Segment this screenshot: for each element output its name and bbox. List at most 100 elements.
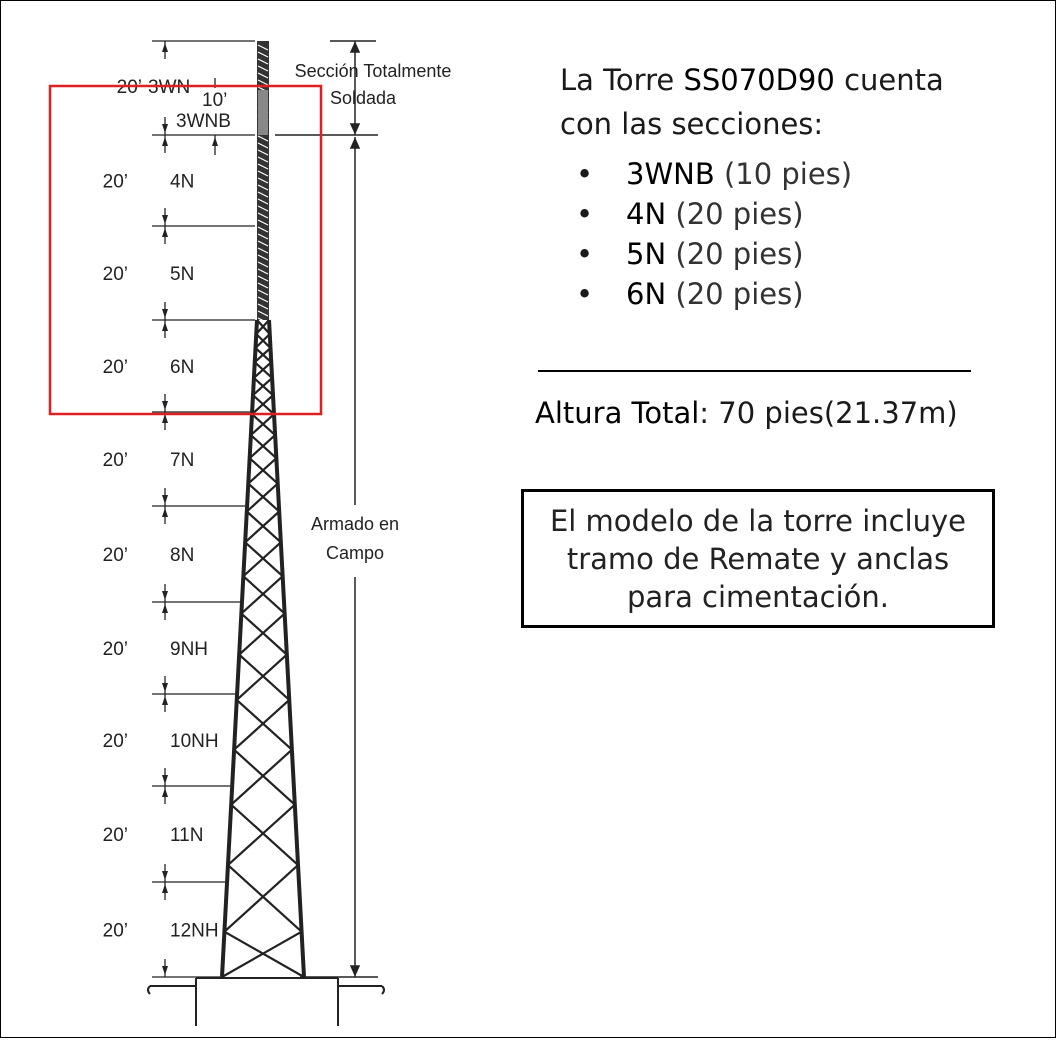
mast-lattice: [257, 303, 269, 310]
mast-lattice: [257, 58, 269, 65]
tower-brace: [255, 319, 270, 335]
note-line-2: tramo de Remate y anclas: [566, 542, 950, 576]
tower-brace: [223, 930, 305, 978]
section-name-label: 7N: [170, 450, 194, 471]
list-item: • 6N (20 pies): [520, 274, 1040, 314]
section-length: (20 pies): [675, 197, 804, 231]
mast-lattice: [257, 177, 269, 184]
total-label: Altura Total: [535, 396, 700, 430]
mast-lattice: [257, 72, 269, 79]
section-name-label: 8N: [170, 545, 194, 566]
tower-brace: [236, 653, 288, 701]
tower-brace: [227, 803, 296, 866]
mast-lattice: [257, 310, 269, 317]
mast-lattice: [257, 149, 269, 156]
mast-lattice: [257, 142, 269, 149]
mast-lattice: [257, 51, 269, 58]
note-line-3: para cimentación.: [626, 580, 890, 614]
section-length: (10 pies): [723, 157, 853, 191]
tower-brace: [238, 612, 286, 656]
tower-lattice: [220, 41, 306, 978]
mast-lattice: [257, 296, 269, 303]
tower-leg-left: [220, 319, 259, 978]
mast-lattice: [257, 163, 269, 170]
section-length-label: 20’: [103, 921, 128, 942]
mast-lattice: [257, 65, 269, 72]
bullet-icon: •: [576, 237, 594, 271]
tower-brace: [242, 541, 282, 577]
tower-brace: [252, 377, 273, 396]
tower-brace: [244, 510, 280, 544]
arrow-icon: [212, 137, 218, 146]
mast-lattice: [257, 205, 269, 212]
note-box: El modelo de la torre incluye tramo de R…: [521, 489, 995, 628]
section-dimensions: 20’ 3WN 20’ 4N 20’ 5N 20’ 6N 20’ 7N 20’ 8N 20’ 9NH 20’…: [103, 40, 255, 978]
section-name-label: 11N: [170, 825, 203, 846]
highlight-box: [48, 84, 323, 416]
bullet-icon: •: [576, 197, 594, 231]
mast-lattice: [257, 226, 269, 233]
tower-brace: [251, 394, 274, 415]
mast-lattice: [257, 191, 269, 198]
intro-line2: con las secciones:: [560, 107, 824, 141]
field-label-line2: Campo: [326, 543, 384, 563]
section-code: 4N: [626, 197, 667, 231]
section-name-label: 9NH: [170, 639, 208, 660]
section-name-label: 3WN: [148, 77, 190, 98]
foundation: [147, 977, 385, 1026]
intro-prefix: La Torre: [560, 63, 675, 97]
tower-brace: [223, 864, 299, 933]
intro-text: La Torre SS070D90 cuenta con las seccion…: [560, 58, 1040, 146]
tower-brace: [244, 541, 284, 577]
tower-brace: [230, 803, 299, 866]
list-item: • 5N (20 pies): [520, 234, 1040, 274]
mast-lattice: [257, 261, 269, 268]
section-length-label: 20’: [103, 450, 128, 471]
bullet-icon: •: [576, 157, 594, 191]
section-length-label: 20’: [103, 731, 128, 752]
mast-lattice: [257, 79, 269, 86]
mast-lattice: [257, 44, 269, 51]
section-name-label: 12NH: [170, 921, 219, 942]
section-length: (20 pies): [675, 237, 804, 271]
mast-lattice: [257, 289, 269, 296]
mast-lattice: [257, 198, 269, 205]
welded-label-line2: Soldada: [330, 88, 397, 108]
list-item: • 4N (20 pies): [520, 194, 1040, 234]
mast-lattice: [257, 275, 269, 282]
mast-lattice: [257, 254, 269, 261]
tower-brace: [253, 361, 272, 379]
mast-lattice: [257, 219, 269, 226]
section-length-label: 20’: [103, 545, 128, 566]
total-height: Altura Total: 70 pies(21.37m): [535, 396, 958, 430]
tower-brace: [254, 347, 272, 364]
section-name-label: 10NH: [170, 731, 219, 752]
bullet-icon: •: [576, 277, 594, 311]
section-length-label: 20’: [103, 357, 128, 378]
section-list: • 3WNB (10 pies) • 4N (20 pies) • 5N (20 pi…: [520, 154, 1040, 314]
field-label-line1: Armado en: [311, 514, 399, 534]
section-name-label: 6N: [170, 357, 194, 378]
tower-brace: [247, 457, 278, 485]
tower-brace: [242, 575, 286, 615]
section-length-label: 20’: [117, 77, 142, 98]
mast-lattice: [257, 268, 269, 275]
tower-brace: [233, 748, 296, 806]
section-name-label: 4N: [170, 172, 194, 193]
tower-brace: [233, 699, 290, 751]
section-code: 3WNB: [626, 157, 715, 191]
tower-brace: [246, 482, 279, 513]
field-label-bg: [296, 505, 416, 577]
top-piece-name: 3WNB: [176, 111, 231, 132]
note-line-1: El modelo de la torre incluye: [549, 504, 967, 538]
mast-lattice: [257, 156, 269, 163]
mast-lattice: [257, 170, 269, 177]
info-panel: La Torre SS070D90 cuenta con las seccion…: [520, 58, 1040, 314]
mast-lattice: [257, 247, 269, 254]
section-length-label: 20’: [103, 264, 128, 285]
mast-lattice: [257, 282, 269, 289]
section-name-label: 5N: [170, 264, 194, 285]
intro-suffix: cuenta: [844, 63, 944, 97]
